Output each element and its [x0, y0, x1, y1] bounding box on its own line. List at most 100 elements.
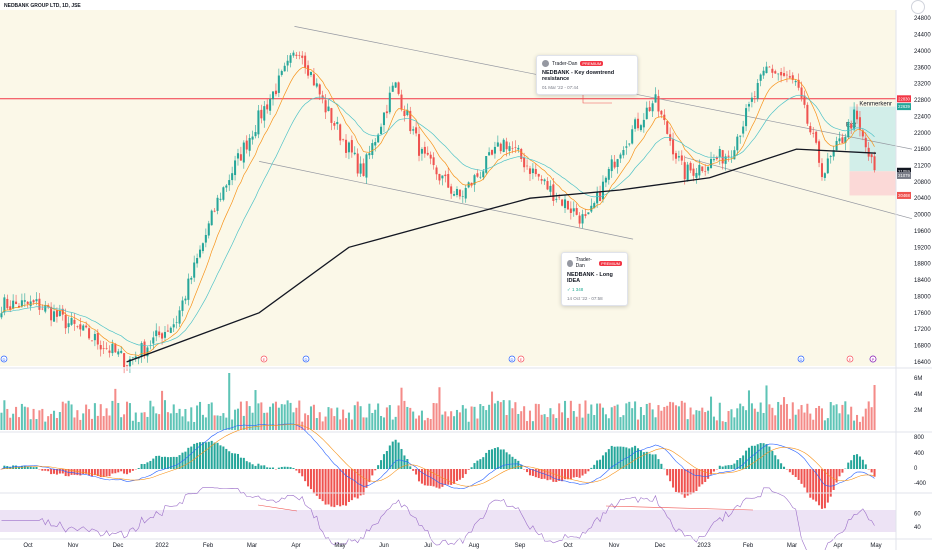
- volume-bar: [782, 397, 786, 430]
- idea-annotation[interactable]: Trader-Dan PREMIUM NEDBANK - Key downtren…: [536, 55, 638, 95]
- candle-body: [12, 300, 15, 309]
- long-loss-zone[interactable]: [849, 171, 896, 196]
- symbol-title[interactable]: NEDBANK GROUP LTD, 1D, JSE: [4, 3, 81, 9]
- candle-body: [239, 154, 242, 161]
- macd-histogram-bar: [791, 469, 794, 475]
- volume-bar: [380, 415, 383, 430]
- event-marker-icon[interactable]: [846, 355, 854, 363]
- candle-body: [488, 152, 491, 156]
- candle-body: [788, 76, 791, 78]
- macd-histogram-bar: [596, 460, 599, 469]
- time-axis[interactable]: Oct Nov Dec 2022 Feb Mar Apr May Jun Jul Aug Sep Oct…: [23, 543, 881, 549]
- volume-bar: [307, 415, 310, 430]
- macd-histogram-bar: [309, 469, 313, 490]
- price-tick-label: 22000: [914, 131, 931, 137]
- candle-body: [359, 163, 362, 174]
- event-marker-icon[interactable]: [508, 355, 516, 363]
- macd-histogram-bar: [105, 469, 108, 477]
- volume-pane[interactable]: [0, 373, 876, 430]
- candle-body: [569, 208, 572, 213]
- candle-body: [111, 343, 114, 354]
- volume-bar: [409, 407, 412, 430]
- rsi-pane[interactable]: [0, 487, 896, 550]
- volume-bar: [187, 421, 190, 430]
- price-tick-label: 20800: [914, 180, 931, 186]
- candle-body: [231, 173, 234, 181]
- event-marker-icon[interactable]: [260, 355, 268, 363]
- rsi-divergence-line[interactable]: [605, 505, 754, 511]
- candle-body: [353, 152, 356, 155]
- candle-body: [35, 299, 38, 302]
- candle-body: [639, 125, 642, 131]
- candle-body: [47, 305, 50, 308]
- candle-body: [642, 119, 645, 128]
- event-marker-icon[interactable]: [0, 355, 8, 363]
- time-tick-label: Aug: [469, 543, 480, 549]
- price-pane[interactable]: ExitKenmerkenr DEDDEDEDP: [0, 10, 913, 374]
- candle-body: [745, 108, 748, 127]
- event-marker-icon[interactable]: [797, 355, 805, 363]
- volume-bar: [590, 404, 593, 430]
- candle-body: [870, 154, 873, 158]
- macd-histogram-bar: [458, 469, 461, 480]
- macd-histogram-bar: [128, 469, 131, 473]
- macd-histogram-bar: [318, 469, 321, 500]
- downtrend-support-line[interactable]: [259, 161, 634, 240]
- candle-body: [9, 306, 12, 310]
- event-marker-icon[interactable]: [517, 355, 525, 363]
- macd-histogram-bar: [511, 456, 514, 469]
- rsi-divergence-line[interactable]: [257, 504, 298, 512]
- volume-bar: [350, 419, 353, 430]
- candle-body: [234, 160, 237, 176]
- macd-histogram-bar: [850, 460, 853, 469]
- volume-bar: [20, 403, 23, 430]
- candle-body: [315, 83, 318, 87]
- candles: [0, 50, 876, 374]
- macd-histogram-bar: [58, 469, 61, 474]
- macd-histogram-bar: [307, 469, 310, 487]
- volume-bar: [709, 396, 713, 430]
- macd-histogram-bar: [590, 467, 593, 469]
- rsi-tick-label: 40: [914, 525, 921, 531]
- event-marker-icon[interactable]: [869, 355, 877, 363]
- volume-bar: [861, 416, 864, 430]
- candle-body: [321, 95, 324, 98]
- macd-histogram-bar: [546, 469, 549, 481]
- macd-histogram-bar: [277, 467, 280, 469]
- macd-histogram-bar: [855, 454, 859, 469]
- candle-body: [248, 138, 251, 151]
- event-marker-icon[interactable]: [302, 355, 310, 363]
- macd-histogram-bar: [125, 469, 129, 475]
- volume-bar: [163, 400, 167, 430]
- macd-pane[interactable]: [0, 423, 876, 509]
- bell-icon[interactable]: [911, 0, 925, 14]
- volume-bar: [245, 401, 248, 430]
- macd-histogram-bar: [301, 469, 304, 477]
- price-axis[interactable]: 24800 24400 24000 23600 23200 22800 22400 22000…: [914, 16, 931, 366]
- volume-bar: [128, 403, 131, 430]
- macd-histogram-bar: [172, 456, 175, 469]
- macd-histogram-bar: [730, 464, 733, 469]
- volume-bar: [493, 403, 496, 430]
- event-markers[interactable]: DEDDEDEDP: [0, 355, 877, 363]
- volume-bar: [663, 406, 666, 430]
- macd-histogram-bar: [219, 445, 222, 469]
- macd-histogram-bar: [257, 463, 260, 469]
- volume-bar: [47, 416, 50, 430]
- candle-body: [543, 179, 546, 182]
- macd-histogram-bar: [388, 445, 391, 469]
- idea-annotation[interactable]: Trader-Dan PREMIUM NEDBANK - Long IDEA ✓ …: [561, 252, 628, 306]
- volume-bar: [324, 416, 327, 430]
- volume-bar: [730, 409, 733, 430]
- price-tick-label: 23600: [914, 65, 931, 71]
- macd-histogram-bar: [528, 469, 532, 476]
- candle-body: [549, 185, 552, 192]
- candle-body: [470, 182, 473, 186]
- volume-bar: [797, 409, 800, 430]
- volume-bar: [225, 417, 228, 430]
- macd-histogram-bar: [82, 469, 85, 475]
- volume-bar: [15, 406, 18, 430]
- candle-body: [718, 149, 721, 158]
- volume-bar: [213, 415, 216, 430]
